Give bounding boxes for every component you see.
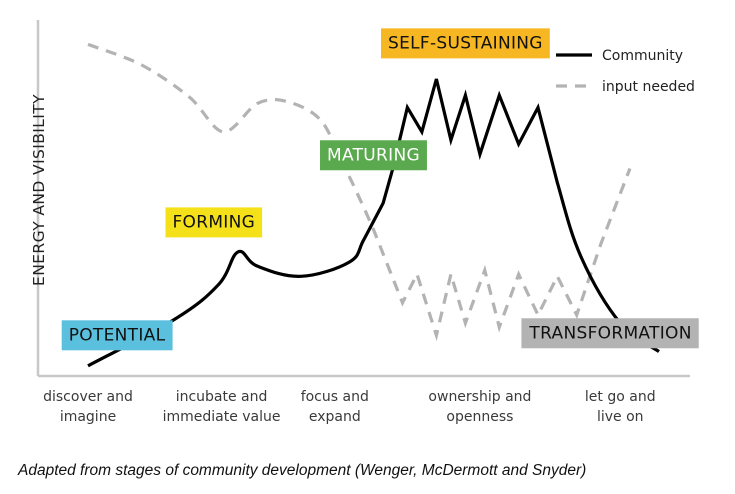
svg-text:incubate and: incubate and [176,389,268,405]
stage-label-transformation: TRANSFORMATION [521,318,699,349]
legend-label: input needed [602,79,695,95]
series-line-community [87,78,660,368]
svg-text:ownership and: ownership and [428,389,531,405]
x-tick-label-5: let go and live on [585,389,656,425]
svg-text:MATURING: MATURING [327,145,420,165]
series-line-input-needed [87,42,632,342]
x-tick-label-3: focus and expand [301,389,369,425]
axes [36,20,690,378]
y-axis-label: ENERGY AND VISIBILITY [30,94,48,286]
svg-text:openness: openness [446,409,513,425]
svg-text:TRANSFORMATION: TRANSFORMATION [528,323,691,343]
stage-label-forming: FORMING [165,207,263,238]
legend: Community input needed [556,48,695,95]
legend-item-input-needed: input needed [556,79,695,95]
svg-text:live on: live on [597,409,644,425]
svg-text:SELF-SUSTAINING: SELF-SUSTAINING [388,33,543,53]
x-tick-label-2: incubate and immediate value [163,389,281,425]
x-tick-labels: discover and imagine incubate and immediate… [43,389,655,425]
stage-label-self-sustaining: SELF-SUSTAINING [381,28,550,59]
svg-text:imagine: imagine [60,409,116,425]
x-tick-label-4: ownership and openness [428,389,531,425]
svg-text:let go and: let go and [585,389,656,405]
series-layer [87,42,660,368]
svg-text:POTENTIAL: POTENTIAL [69,325,166,345]
legend-label: Community [602,48,683,64]
svg-text:FORMING: FORMING [172,212,255,232]
legend-item-community: Community [556,48,683,64]
stage-label-maturing: MATURING [320,140,427,171]
x-tick-label-1: discover and imagine [43,389,133,425]
stage-labels: POTENTIAL FORMING MATURING SELF-SUSTAINING T… [61,28,699,351]
svg-text:expand: expand [309,409,361,425]
stage-label-potential: POTENTIAL [61,320,173,351]
svg-text:focus and: focus and [301,389,369,405]
svg-text:immediate value: immediate value [163,409,281,425]
svg-text:discover and: discover and [43,389,133,405]
figure-caption: Adapted from stages of community develop… [18,462,587,479]
